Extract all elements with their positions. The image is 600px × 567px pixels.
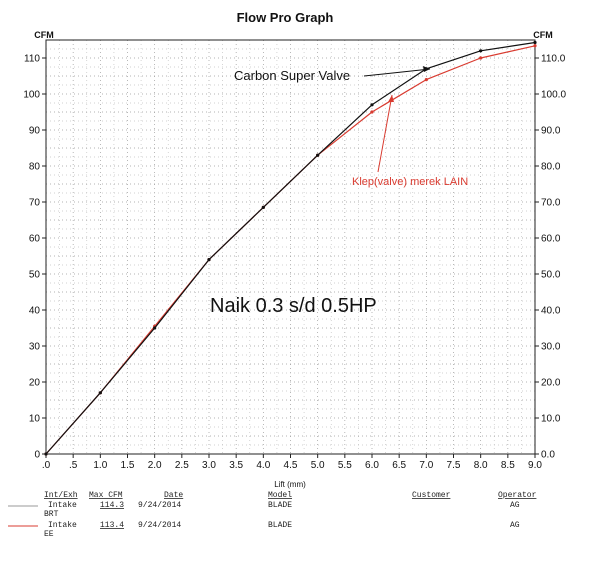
data-point-lain [424, 78, 428, 82]
x-tick-label: 3.5 [229, 460, 243, 471]
data-point-carbon [44, 452, 48, 456]
y-tick-label-right: 90.0 [541, 126, 561, 137]
x-tick-label: 9.0 [528, 460, 542, 471]
annotation-carbon-super-valve: Carbon Super Valve [234, 68, 350, 83]
y-tick-label-left: 70 [29, 198, 41, 209]
y-tick-label-right: 80.0 [541, 162, 561, 173]
y-tick-label-left: 30 [29, 342, 41, 353]
y-tick-label-right: 110.0 [541, 54, 566, 65]
data-point-carbon [370, 103, 374, 107]
row-2-date: 9/24/2014 [138, 521, 181, 530]
header-date: Date [164, 491, 183, 500]
data-point-carbon [533, 40, 537, 45]
y-tick-label-left: 80 [29, 162, 41, 173]
x-tick-label: 4.5 [284, 460, 298, 471]
y-tick-label-right: 0.0 [541, 450, 555, 461]
x-tick-label: 1.0 [93, 460, 107, 471]
row-1-date: 9/24/2014 [138, 501, 181, 510]
data-point-carbon [261, 205, 265, 209]
header-int-exh: Int/Exh [44, 491, 78, 500]
row-1-model: BLADE [268, 501, 292, 510]
chart-title: Flow Pro Graph [237, 10, 334, 25]
row-1-int-exh: Intake [48, 501, 77, 510]
x-tick-label: 2.0 [148, 460, 162, 471]
x-axis-label: Lift (mm) [274, 480, 306, 489]
annotation-arrowhead-carbon [423, 66, 430, 72]
y-tick-label-right: 100.0 [541, 90, 566, 101]
annotation-naik-hp: Naik 0.3 s/d 0.5HP [210, 295, 377, 317]
y-tick-label-left: 0 [34, 450, 40, 461]
header-customer: Customer [412, 491, 451, 500]
y-tick-label-right: 50.0 [541, 270, 561, 281]
x-tick-label: 7.5 [447, 460, 461, 471]
x-tick-label: 8.0 [474, 460, 488, 471]
annotation-arrow-carbon [363, 68, 431, 77]
y-tick-label-left: 100 [23, 90, 40, 101]
data-point-carbon [98, 391, 102, 395]
header-model: Model [268, 491, 292, 500]
series-layer [44, 40, 537, 456]
y-tick-label-left: 110 [24, 54, 40, 65]
y-tick-label-left: 60 [29, 234, 41, 245]
x-tick-label: 8.5 [501, 460, 515, 471]
row-2-max-cfm: 113.4 [100, 521, 124, 530]
series-line-carbon-super-valve [45, 41, 536, 455]
y-tick-label-right: 10.0 [541, 414, 561, 425]
annotation-klep-lain: Klep(valve) merek LAIN [352, 176, 468, 188]
axis-ticks: .0 .5 1.0 1.5 2.0 2.5 3.0 3.5 4.0 4.5 5.0 5.5 6.0 6.5… [23, 54, 566, 472]
header-operator: Operator [498, 491, 537, 500]
x-tick-label: 7.0 [419, 460, 433, 471]
y-tick-label-left: 20 [29, 378, 41, 389]
x-tick-label: .0 [42, 460, 51, 471]
x-tick-label: 5.5 [338, 460, 352, 471]
row-2-operator: AG [510, 521, 520, 530]
y-axis-label-right: CFM [533, 30, 553, 40]
data-point-lain [370, 110, 374, 114]
y-axis-label-left: CFM [34, 30, 54, 40]
y-tick-label-right: 20.0 [541, 378, 561, 389]
x-tick-label: 4.0 [256, 460, 270, 471]
grid [45, 39, 536, 455]
row-1-max-cfm: 114.3 [100, 501, 124, 510]
data-point-lain [479, 56, 483, 60]
data-point-carbon [153, 326, 157, 330]
x-tick-label: 6.5 [392, 460, 406, 471]
data-point-lain [533, 44, 537, 48]
footer-table: Int/Exh Max CFM Date Model Customer Oper… [8, 491, 537, 539]
y-tick-label-left: 10 [29, 414, 41, 425]
x-tick-label: 1.5 [121, 460, 135, 471]
y-tick-label-left: 50 [29, 270, 41, 281]
header-max-cfm: Max CFM [89, 491, 123, 500]
x-tick-label: 5.0 [311, 460, 325, 471]
x-tick-label: 2.5 [175, 460, 189, 471]
row-2-int-exh: Intake [48, 521, 77, 530]
data-point-carbon [316, 153, 320, 157]
y-tick-label-right: 30.0 [541, 342, 561, 353]
y-tick-label-right: 60.0 [541, 234, 561, 245]
row-1-operator: AG [510, 501, 520, 510]
x-tick-label: 6.0 [365, 460, 379, 471]
row-2-model: BLADE [268, 521, 292, 530]
y-tick-label-left: 40 [29, 306, 41, 317]
x-tick-label: 3.0 [202, 460, 216, 471]
y-tick-label-right: 70.0 [541, 198, 561, 209]
row-2-sub: EE [44, 530, 54, 539]
row-1-sub: BRT [44, 510, 59, 519]
y-tick-label-left: 90 [29, 126, 41, 137]
data-point-carbon [479, 49, 483, 53]
data-point-carbon [207, 258, 211, 262]
y-tick-label-right: 40.0 [541, 306, 561, 317]
x-tick-label: .5 [69, 460, 78, 471]
annotation-arrow-lain [377, 94, 393, 173]
annotation-arrowhead-lain [388, 95, 394, 102]
